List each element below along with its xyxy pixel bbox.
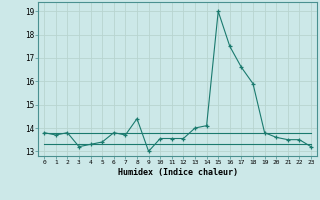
X-axis label: Humidex (Indice chaleur): Humidex (Indice chaleur) <box>118 168 238 177</box>
